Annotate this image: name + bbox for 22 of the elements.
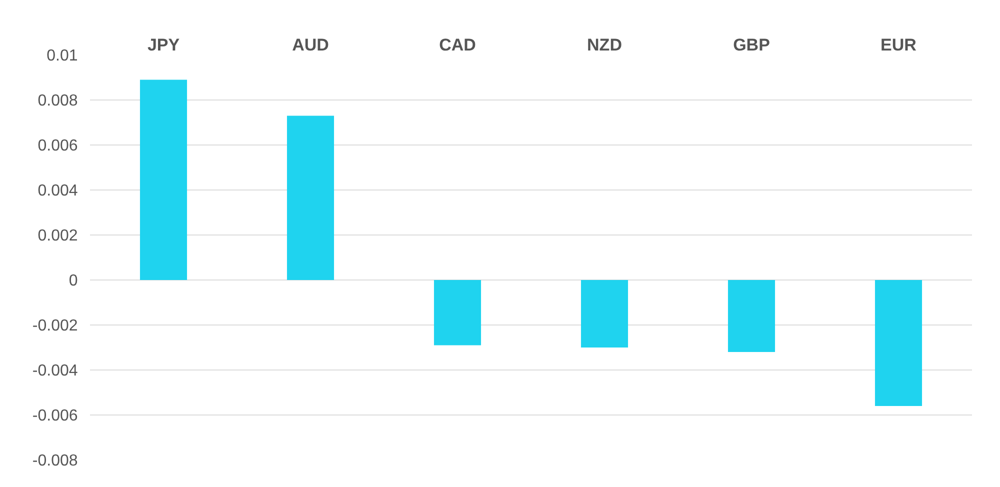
y-tick-label: 0.002 xyxy=(38,228,78,245)
y-tick-label: 0.008 xyxy=(38,92,78,110)
y-tick-label: 0.006 xyxy=(38,138,78,155)
y-tick-label: -0.002 xyxy=(32,318,78,335)
x-tick-label: NZD xyxy=(587,36,622,55)
x-tick-label: CAD xyxy=(439,36,476,55)
bar xyxy=(286,116,334,280)
y-tick-label: -0.008 xyxy=(32,452,78,470)
bar xyxy=(580,280,628,348)
y-tick-label: 0.004 xyxy=(38,182,78,200)
y-tick-label: 0.01 xyxy=(46,48,78,65)
bar xyxy=(874,280,922,406)
x-tick-label: AUD xyxy=(292,36,329,55)
x-tick-label: GBP xyxy=(733,36,770,55)
bar xyxy=(434,280,482,346)
x-tick-label: EUR xyxy=(880,36,916,55)
bar xyxy=(140,80,188,280)
y-tick-label: -0.006 xyxy=(32,408,78,425)
y-tick-label: 0 xyxy=(68,272,78,290)
x-tick-label: JPY xyxy=(147,36,180,55)
bar xyxy=(728,280,776,352)
y-tick-label: -0.004 xyxy=(32,362,78,380)
